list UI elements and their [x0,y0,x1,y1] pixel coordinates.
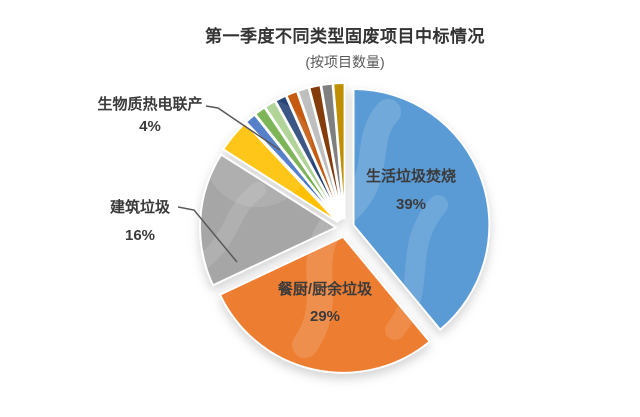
pie-slice-餐厨/厨余垃圾 [218,235,432,374]
chart-title: 第一季度不同类型固废项目中标情况 [205,27,485,46]
label-biomass: 生物质热电联产 4% [60,94,240,138]
label-biomass-pct: 4% [139,118,161,135]
pie-slice-other-12 [332,81,346,220]
leader-line-biomass [205,105,281,151]
pie-slice-生物质热电联产 [221,121,339,224]
leader-line-construction [177,206,238,263]
label-kitchen-pct: 29% [309,308,341,325]
label-construction-pct: 16% [124,227,156,244]
label-msw-pct: 39% [395,196,427,213]
chart-subtitle: (按项目数量) [305,54,385,70]
label-kitchen-waste: 餐厨/厨余垃圾 29% [250,276,400,330]
pie-slices [199,81,491,374]
label-msw-name: 生活垃圾焚烧 [365,168,456,185]
pie-slice-生活垃圾焚烧 [352,87,491,332]
label-msw-incineration: 生活垃圾焚烧 39% [346,163,476,219]
label-kitchen-name: 餐厨/厨余垃圾 [277,281,373,298]
watermark-swirl [197,97,448,358]
label-biomass-name: 生物质热电联产 [97,96,203,113]
label-construction-name: 建筑垃圾 [109,199,170,216]
label-construction: 建筑垃圾 16% [75,194,205,250]
